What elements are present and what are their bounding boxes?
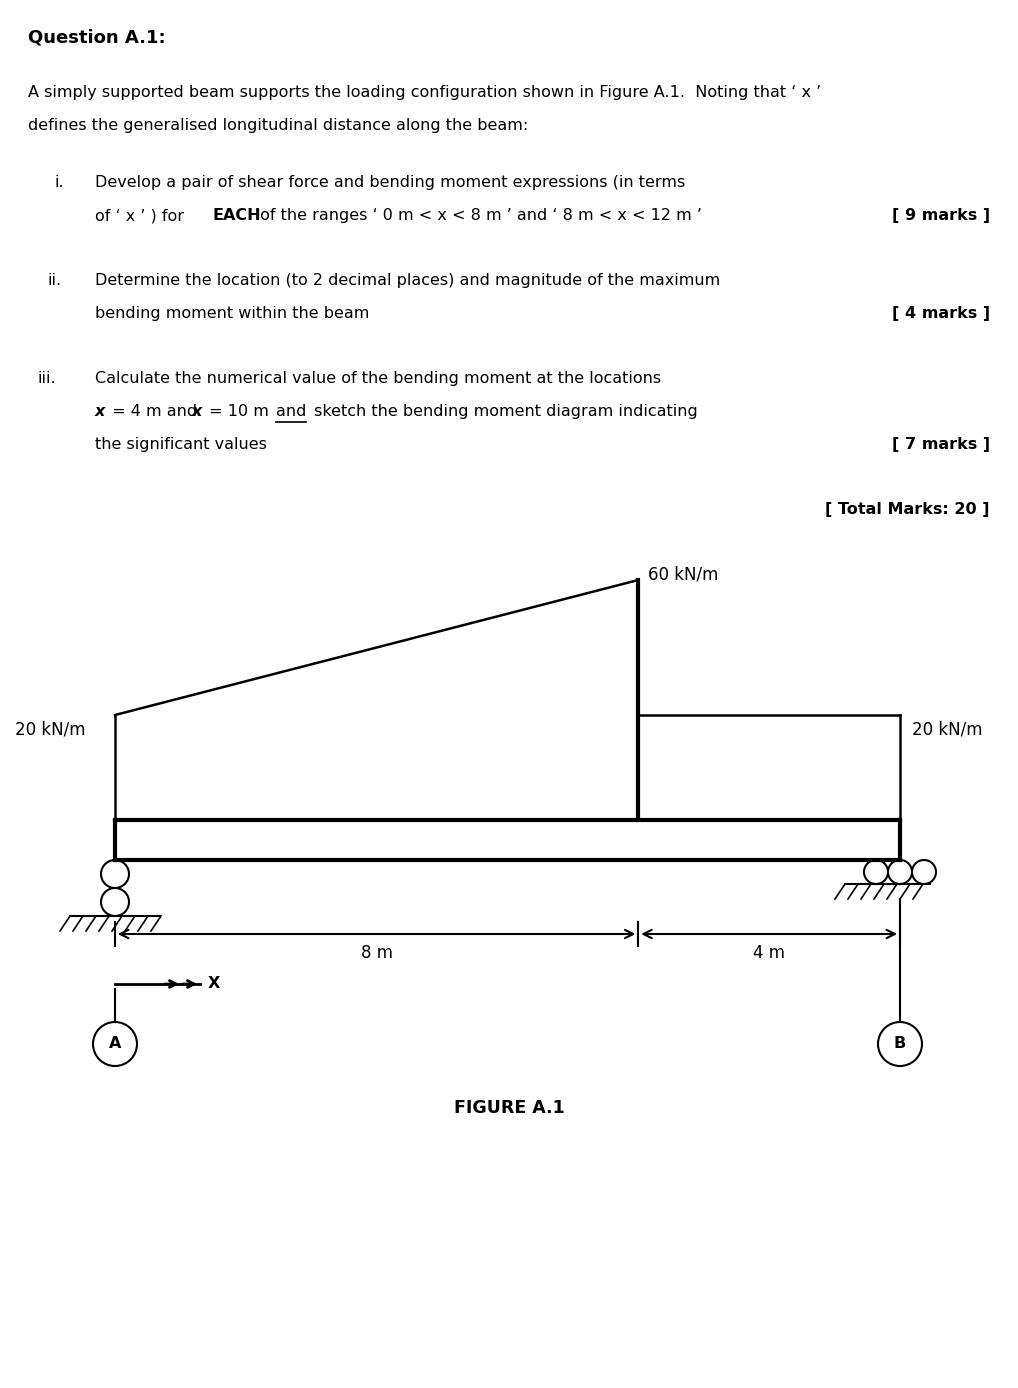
Text: Calculate the numerical value of the bending moment at the locations: Calculate the numerical value of the ben…	[95, 371, 661, 386]
Text: bending moment within the beam: bending moment within the beam	[95, 305, 370, 321]
Text: iii.: iii.	[38, 371, 57, 386]
Text: = 10 m: = 10 m	[204, 404, 274, 419]
Text: defines the generalised longitudinal distance along the beam:: defines the generalised longitudinal dis…	[29, 118, 528, 133]
Text: x: x	[192, 404, 203, 419]
Text: x: x	[95, 404, 106, 419]
Text: A simply supported beam supports the loading configuration shown in Figure A.1. : A simply supported beam supports the loa…	[29, 85, 822, 100]
Text: of ‘ x ’ ) for: of ‘ x ’ ) for	[95, 208, 189, 223]
Text: = 4 m and: = 4 m and	[107, 404, 203, 419]
Text: 20 kN/m: 20 kN/m	[912, 720, 982, 738]
Text: 4 m: 4 m	[753, 944, 785, 962]
Text: X: X	[208, 977, 220, 991]
Text: B: B	[894, 1037, 906, 1052]
Text: [ 9 marks ]: [ 9 marks ]	[892, 208, 989, 223]
Text: Develop a pair of shear force and bending moment expressions (in terms: Develop a pair of shear force and bendin…	[95, 175, 685, 190]
Text: 20 kN/m: 20 kN/m	[15, 720, 86, 738]
Text: [ 4 marks ]: [ 4 marks ]	[892, 305, 989, 321]
Text: Determine the location (to 2 decimal places) and magnitude of the maximum: Determine the location (to 2 decimal pla…	[95, 273, 721, 287]
Text: and: and	[276, 404, 306, 419]
Text: EACH: EACH	[213, 208, 262, 223]
Text: ii.: ii.	[48, 273, 62, 287]
Text: [ 7 marks ]: [ 7 marks ]	[892, 437, 989, 452]
Text: A: A	[109, 1037, 121, 1052]
Text: the significant values: the significant values	[95, 437, 267, 452]
Text: FIGURE A.1: FIGURE A.1	[454, 1099, 564, 1117]
Text: of the ranges ‘ 0 m < x < 8 m ’ and ‘ 8 m < x < 12 m ’: of the ranges ‘ 0 m < x < 8 m ’ and ‘ 8 …	[254, 208, 701, 223]
Text: [ Total Marks: 20 ]: [ Total Marks: 20 ]	[826, 502, 989, 516]
Text: 8 m: 8 m	[360, 944, 393, 962]
Text: Question A.1:: Question A.1:	[29, 28, 166, 46]
Text: i.: i.	[55, 175, 64, 190]
Text: 60 kN/m: 60 kN/m	[648, 565, 719, 583]
Text: sketch the bending moment diagram indicating: sketch the bending moment diagram indica…	[309, 404, 697, 419]
